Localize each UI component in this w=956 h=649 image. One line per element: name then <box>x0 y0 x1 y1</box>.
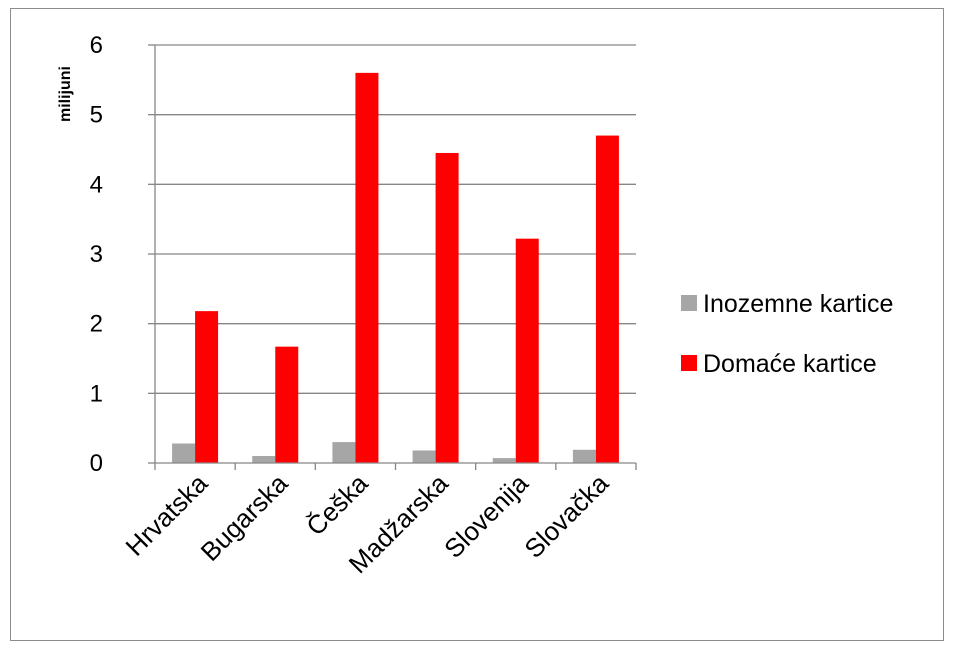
bar-inozemne-4 <box>492 458 516 463</box>
bar-domace-4 <box>515 238 539 463</box>
bar-inozemne-5 <box>572 449 596 463</box>
bar-inozemne-1 <box>252 456 276 463</box>
legend-swatch <box>681 295 697 311</box>
bar-inozemne-0 <box>172 443 196 463</box>
y-tick-label: 2 <box>90 311 103 338</box>
bar-domace-0 <box>195 311 219 463</box>
legend-label: Inozemne kartice <box>703 290 893 318</box>
bars <box>172 72 619 464</box>
y-tick-label: 4 <box>90 171 103 198</box>
bar-inozemne-2 <box>332 442 356 463</box>
legend: Inozemne kartice Domaće kartice <box>681 290 893 378</box>
y-tick-label: 0 <box>90 450 103 477</box>
bar-domace-2 <box>355 72 379 463</box>
y-axis-label: milijuni <box>57 66 74 122</box>
bar-domace-1 <box>275 346 299 463</box>
axes <box>148 44 637 470</box>
y-tick-label: 6 <box>90 32 103 59</box>
legend-label: Domaće kartice <box>703 350 877 378</box>
y-tick-label: 5 <box>90 102 103 129</box>
x-category-label: Slovenija <box>438 468 534 564</box>
x-category-label: Bugarska <box>195 468 294 567</box>
x-category-label: Češka <box>300 468 374 542</box>
bar-domace-3 <box>435 152 459 463</box>
y-tick-label: 1 <box>90 380 103 407</box>
chart-frame <box>10 8 944 641</box>
gridlines <box>155 44 636 394</box>
x-category-label: Slovačka <box>518 468 614 564</box>
bar-domace-5 <box>595 135 619 464</box>
legend-swatch <box>681 355 697 371</box>
y-tick-label: 3 <box>90 241 103 268</box>
bar-inozemne-3 <box>412 450 436 463</box>
y-tick-labels: 0 1 2 3 4 5 6 <box>90 32 103 477</box>
